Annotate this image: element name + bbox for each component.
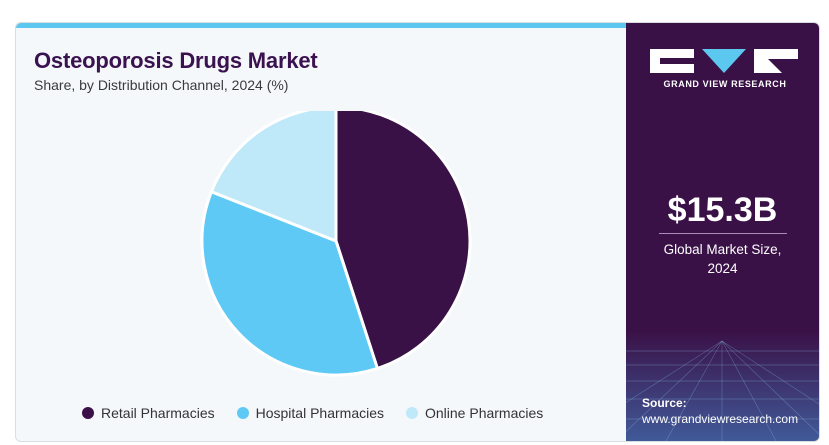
source-link[interactable]: www.grandviewresearch.com <box>642 412 799 426</box>
legend-label-online: Online Pharmacies <box>425 405 544 421</box>
grid-glow-decoration <box>626 331 819 441</box>
chart-title: Osteoporosis Drugs Market <box>34 48 318 73</box>
pie-slice-hospital-pharmacies <box>200 190 379 377</box>
source-label: Source: <box>642 396 687 410</box>
legend-label-hospital: Hospital Pharmacies <box>255 405 384 421</box>
accent-bar <box>16 23 626 28</box>
market-size-value: $15.3B <box>667 191 778 229</box>
legend-item-retail: Retail Pharmacies <box>82 405 215 421</box>
legend-label-retail: Retail Pharmacies <box>101 405 215 421</box>
perspective-grid-decoration <box>626 340 819 441</box>
legend-swatch-hospital <box>236 407 249 419</box>
legend-item-online: Online Pharmacies <box>406 405 543 421</box>
market-size-label-line2: 2024 <box>707 261 738 276</box>
pie-chart <box>200 111 472 377</box>
brand-name: GRAND VIEW RESEARCH <box>663 79 787 89</box>
summary-panel: GRAND VIEW RESEARCH $15.3B Global Market… <box>626 23 819 441</box>
value-divider <box>659 233 787 234</box>
source-block: Source: www.grandviewresearch.com <box>642 395 798 427</box>
market-size-label: Global Market Size, 2024 <box>626 240 819 278</box>
chart-legend: Retail Pharmacies Hospital Pharmacies On… <box>82 405 543 421</box>
chart-subtitle: Share, by Distribution Channel, 2024 (%) <box>34 77 289 93</box>
legend-item-hospital: Hospital Pharmacies <box>236 405 384 421</box>
legend-swatch-retail <box>82 407 94 419</box>
pie-slice-online-pharmacies <box>209 111 338 243</box>
brand-logo <box>650 49 798 73</box>
legend-swatch-online <box>406 407 418 419</box>
chart-card: Osteoporosis Drugs Market Share, by Dist… <box>15 22 820 442</box>
pie-slice-retail-pharmacies <box>334 111 472 370</box>
market-size-label-line1: Global Market Size, <box>663 242 782 257</box>
chart-panel: Osteoporosis Drugs Market Share, by Dist… <box>16 28 626 441</box>
